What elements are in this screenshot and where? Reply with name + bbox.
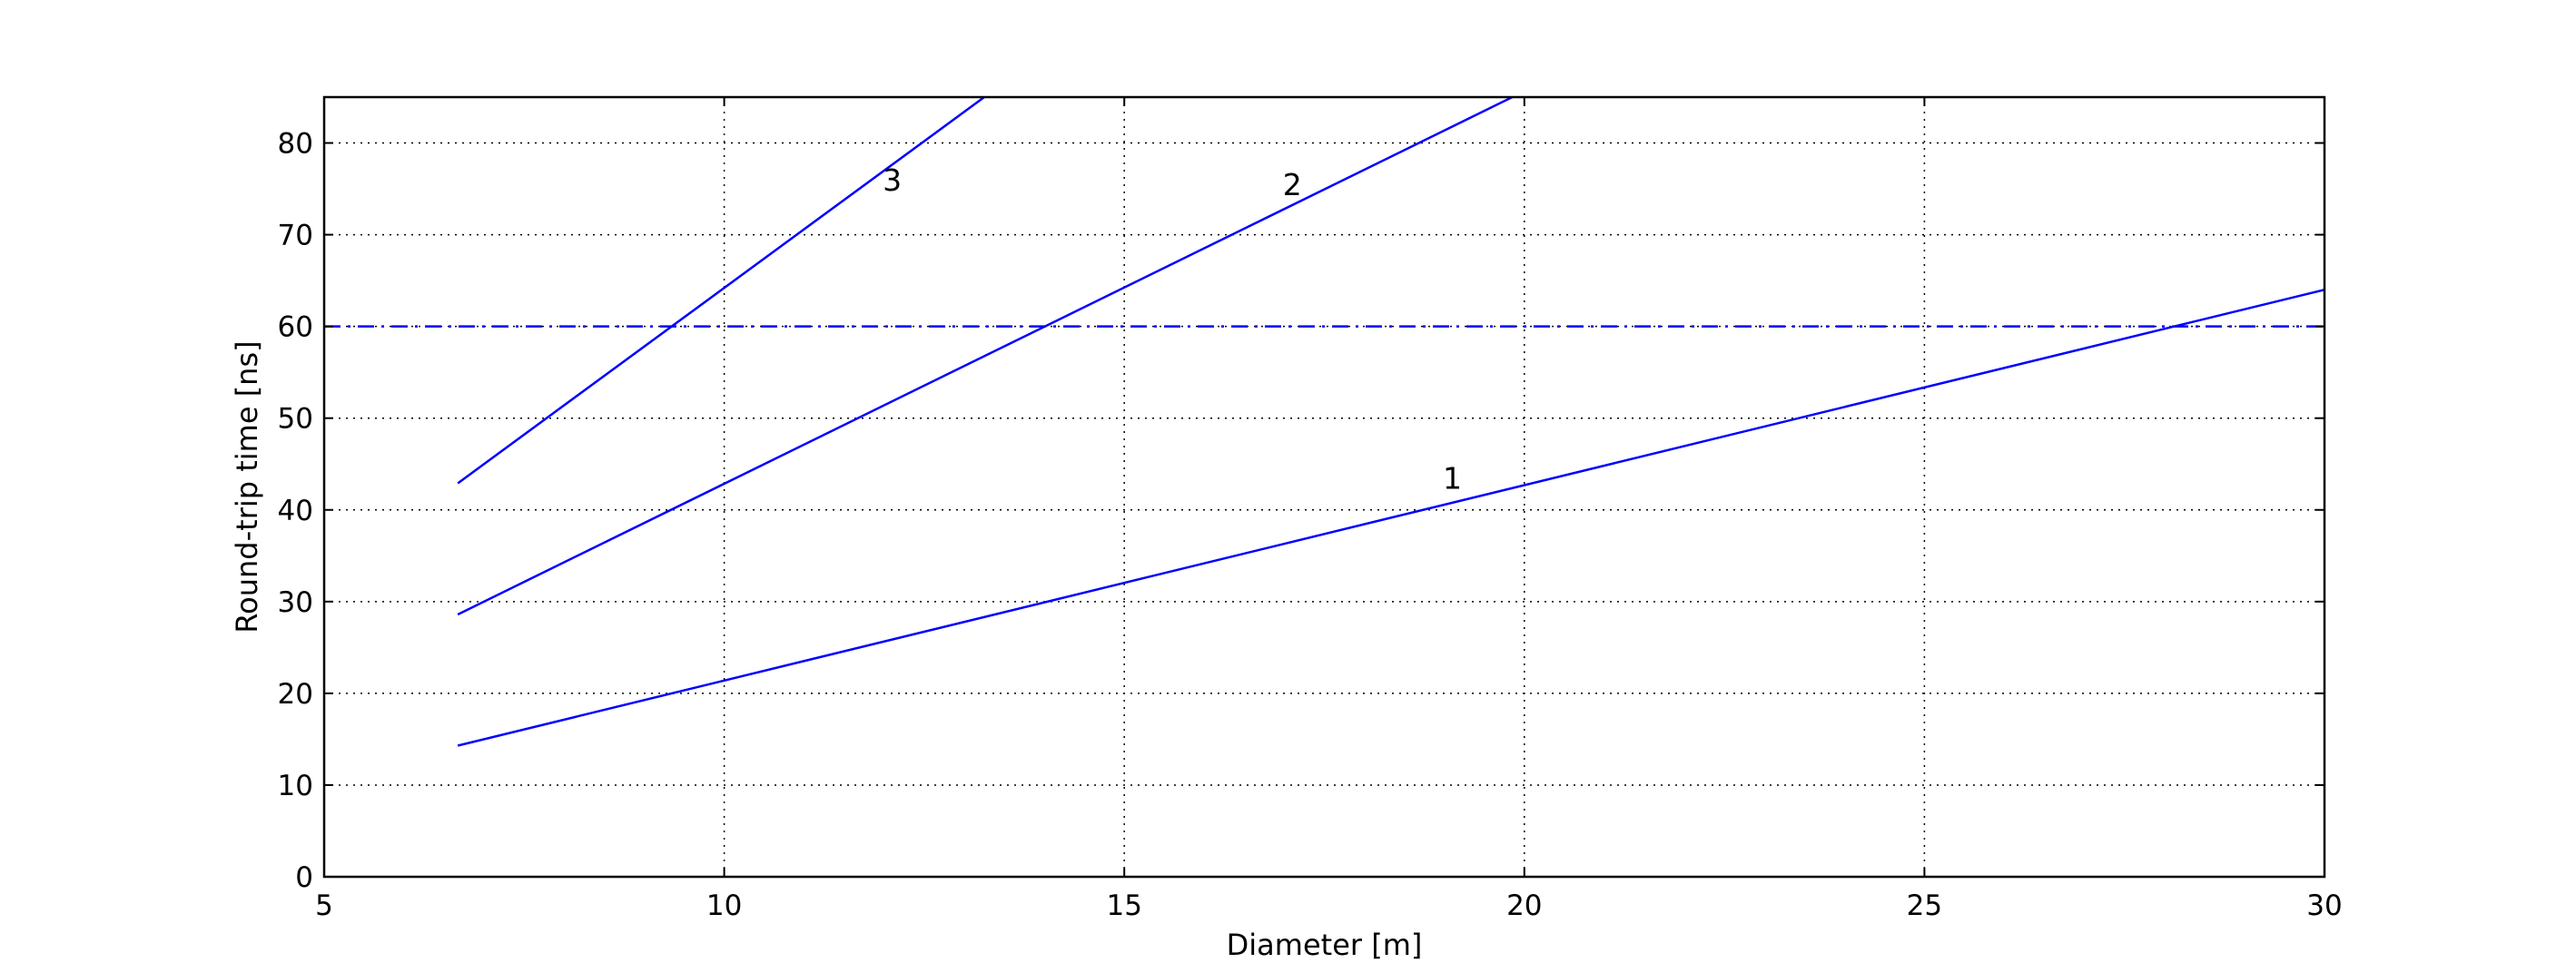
series-label-3: 3 (883, 162, 902, 198)
x-tick-label: 15 (1106, 889, 1141, 922)
y-tick-label: 40 (278, 495, 313, 527)
plot-frame (322, 95, 2326, 879)
x-axis-label: Diameter [m] (1227, 928, 1423, 962)
series-lines (457, 95, 2325, 747)
y-tick-label: 30 (278, 586, 313, 619)
series-labels: 1 2 3 (883, 162, 1462, 496)
axis-ticks (323, 97, 2325, 878)
series-label-1: 1 (1443, 460, 1462, 496)
x-tick-label: 25 (1907, 889, 1942, 922)
y-tick-label: 20 (278, 678, 313, 711)
y-tick-label: 70 (278, 220, 313, 252)
series-line-1 (457, 289, 2325, 747)
x-tick-label: 10 (706, 889, 742, 922)
y-tick-label: 0 (295, 861, 313, 894)
y-tick-label: 50 (278, 403, 313, 436)
y-tick-label: 60 (278, 311, 313, 344)
x-tick-label: 5 (315, 889, 333, 922)
x-tick-label: 30 (2306, 889, 2342, 922)
x-tick-labels: 5 10 15 20 25 30 (315, 889, 2343, 922)
y-tick-label: 10 (278, 770, 313, 802)
series-line-3 (457, 95, 985, 485)
y-axis-label: Round-trip time [ns] (230, 340, 264, 633)
series-label-2: 2 (1283, 167, 1302, 202)
y-tick-label: 80 (278, 128, 313, 161)
x-tick-label: 20 (1506, 889, 1542, 922)
grid-lines (324, 97, 2324, 877)
y-tick-labels: 0 10 20 30 40 50 60 70 80 (278, 128, 313, 894)
series-line-2 (457, 95, 1514, 616)
